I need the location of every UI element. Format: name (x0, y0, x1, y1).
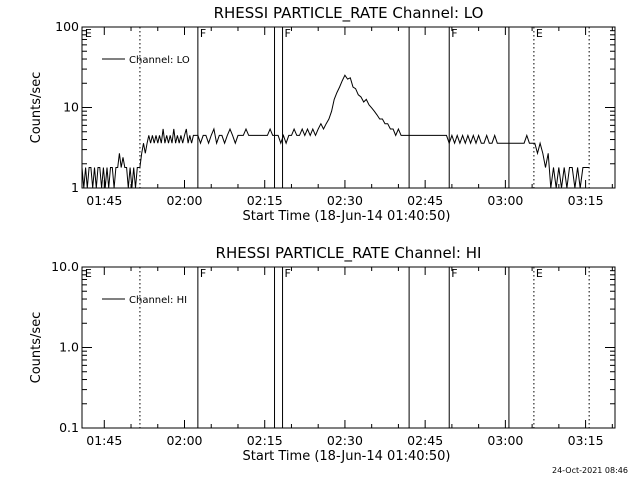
y-axis-label: Counts/sec (29, 312, 44, 384)
y-tick-label: 0.1 (59, 420, 79, 435)
y-tick-label: 100 (55, 19, 79, 34)
marker-label: F (285, 27, 291, 40)
x-axis-label: Start Time (18-Jun-14 01:40:50) (243, 449, 451, 464)
x-tick-label: 03:00 (487, 433, 523, 448)
plot-frame (81, 26, 616, 189)
x-tick-label: 02:45 (407, 193, 443, 208)
plot-frame (81, 266, 616, 429)
x-axis-label: Start Time (18-Jun-14 01:40:50) (243, 209, 451, 224)
chart-title: RHESSI PARTICLE_RATE Channel: LO (214, 4, 484, 23)
x-tick-label: 02:30 (327, 193, 363, 208)
marker-label: E (85, 27, 92, 40)
marker-label: F (285, 267, 291, 280)
chart-title: RHESSI PARTICLE_RATE Channel: HI (216, 244, 482, 263)
y-tick-label: 10 (63, 100, 79, 115)
series-line (81, 74, 590, 189)
legend-label: Channel: HI (129, 295, 187, 306)
footer-timestamp: 24-Oct-2021 08:46 (552, 466, 628, 475)
marker-label: E (85, 267, 92, 280)
chart-panel-1: RHESSI PARTICLE_RATE Channel: LO E F F F E 1 10… (29, 4, 616, 224)
y-tick-label: 1 (71, 180, 79, 195)
y-tick-label: 1.0 (59, 340, 79, 355)
x-tick-label: 01:45 (86, 193, 122, 208)
x-tick-label: 02:30 (327, 433, 363, 448)
x-tick-label: 02:15 (247, 193, 283, 208)
x-tick-label: 03:00 (487, 193, 523, 208)
x-tick-label: 03:15 (568, 433, 604, 448)
marker-label: E (536, 267, 543, 280)
x-tick-label: 02:00 (166, 433, 202, 448)
x-tick-label: 02:45 (407, 433, 443, 448)
marker-label: F (451, 27, 457, 40)
x-tick-label: 03:15 (568, 193, 604, 208)
x-tick-label: 01:45 (86, 433, 122, 448)
y-tick-label: 10.0 (51, 259, 79, 274)
marker-label: F (451, 267, 457, 280)
x-tick-label: 02:00 (166, 193, 202, 208)
marker-label: F (200, 27, 206, 40)
chart-panel-2: RHESSI PARTICLE_RATE Channel: HI E F F F E 0.1… (29, 244, 616, 464)
marker-label: E (536, 27, 543, 40)
marker-label: F (200, 267, 206, 280)
x-tick-label: 02:15 (247, 433, 283, 448)
y-axis-label: Counts/sec (29, 72, 44, 144)
legend-label: Channel: LO (129, 55, 190, 66)
